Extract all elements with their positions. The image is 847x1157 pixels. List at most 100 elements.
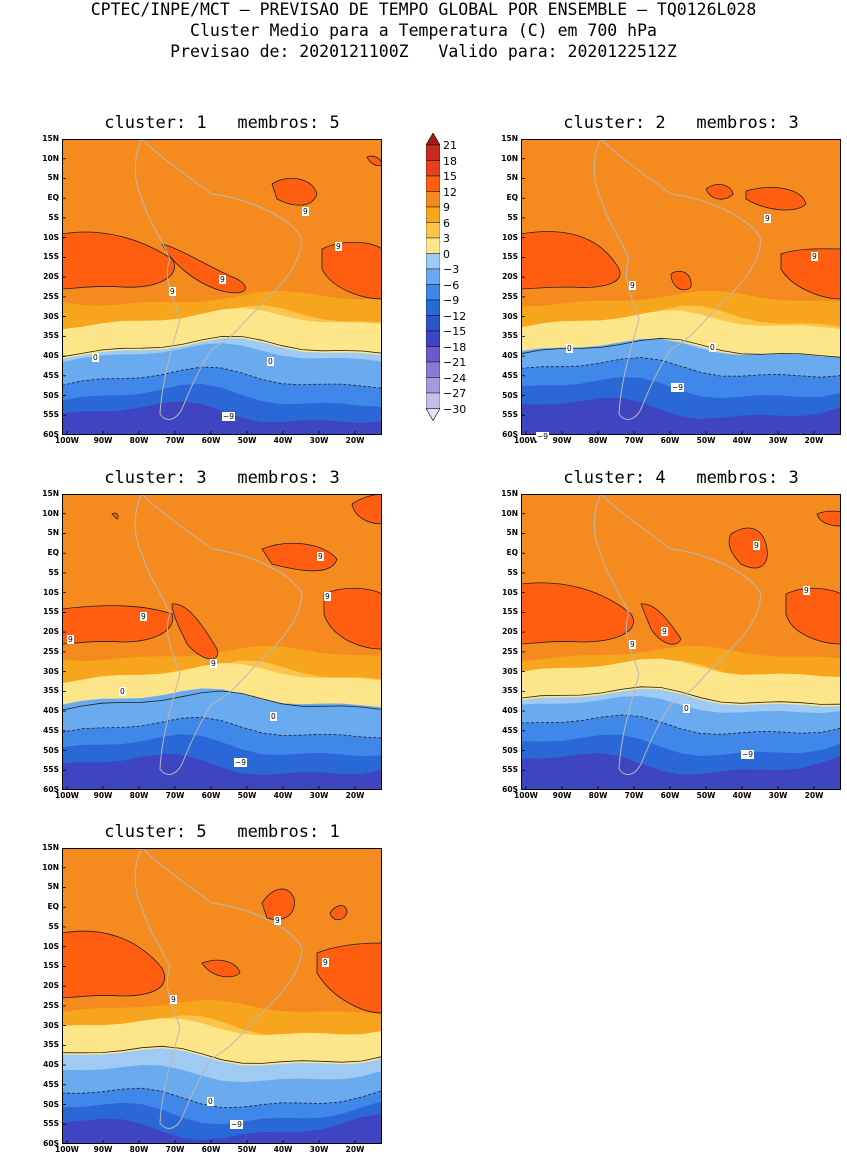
contour-label: −9 <box>230 1120 244 1129</box>
warm-region-1 <box>705 184 734 200</box>
map-frame <box>62 494 382 790</box>
contour-label: 9 <box>803 586 810 595</box>
lat-label: 25S <box>502 646 518 656</box>
lon-label: 40W <box>732 436 752 445</box>
colorbar-label: 12 <box>443 185 457 199</box>
contour-label: 9 <box>661 627 668 636</box>
lon-label: 40W <box>273 791 293 800</box>
contour-label: 0 <box>566 344 573 353</box>
contour-label: 9 <box>324 592 331 601</box>
colorbar-label: 3 <box>443 232 450 245</box>
lat-label: 40S <box>43 351 59 361</box>
lat-label: 10S <box>502 232 518 242</box>
colorbar-segment <box>425 268 441 285</box>
lat-label: 15S <box>43 607 59 617</box>
colorbar-label: −27 <box>443 387 467 400</box>
header-line-1: CPTEC/INPE/MCT — PREVISAO DE TEMPO GLOBA… <box>90 0 757 19</box>
contour-label: 0 <box>267 357 274 366</box>
lat-label: 15N <box>42 489 59 498</box>
band-neg15 <box>521 397 841 435</box>
lat-label: 45S <box>43 1079 59 1089</box>
lat-label: 30S <box>502 311 518 321</box>
colorbar-segment <box>425 361 441 378</box>
colorbar-segment <box>425 253 441 270</box>
colorbar-bottom-arrow <box>425 408 441 422</box>
colorbar-segment <box>425 299 441 316</box>
lat-label: 35S <box>43 1040 59 1050</box>
lat-label: 5S <box>48 921 59 931</box>
lat-label: 45S <box>43 370 59 380</box>
lon-label: 60W <box>660 436 680 445</box>
contour-label: 9 <box>302 207 309 216</box>
contour-0 <box>521 337 841 358</box>
contour-label: 9 <box>219 275 226 284</box>
lat-label: 40S <box>43 1060 59 1070</box>
colorbar-label: 15 <box>443 170 457 183</box>
lon-label: 30W <box>768 436 788 445</box>
colorbar-segment <box>425 222 441 239</box>
contour-label: 9 <box>335 242 342 251</box>
lat-label: 25S <box>43 1000 59 1010</box>
map-field <box>62 848 382 1144</box>
contour-label: −9 <box>222 412 236 421</box>
warm-region-0 <box>62 231 175 290</box>
contour-label: 0 <box>709 343 716 352</box>
contour-label: −9 <box>671 383 685 392</box>
contour-neg9 <box>62 716 382 739</box>
lat-label: 25S <box>43 291 59 301</box>
contour-label: 9 <box>210 659 217 668</box>
contour-label: 0 <box>270 712 277 721</box>
lat-label: 10S <box>502 587 518 597</box>
band-neg15 <box>62 753 382 790</box>
lon-label: 50W <box>696 436 716 445</box>
lat-label: 50S <box>502 745 518 755</box>
colorbar-segment <box>425 392 441 409</box>
lat-label: 35S <box>502 331 518 341</box>
contour-0 <box>62 335 382 358</box>
contour-label: 0 <box>119 687 126 696</box>
colorbar-segment <box>425 237 441 254</box>
colorbar-label: 21 <box>443 139 457 152</box>
lat-label: 15N <box>42 134 59 143</box>
contour-label: 9 <box>753 541 760 550</box>
band-neg15 <box>62 1114 382 1144</box>
lat-label: 30S <box>43 666 59 676</box>
colorbar <box>425 132 441 446</box>
contour-neg9 <box>62 1087 382 1109</box>
lat-label: 50S <box>43 745 59 755</box>
contour-label: 9 <box>322 958 329 967</box>
contour-label: 9 <box>67 635 74 644</box>
lat-label: 15N <box>501 489 518 498</box>
colorbar-label: −3 <box>443 263 460 276</box>
continent-outline <box>134 494 303 775</box>
colorbar-segment <box>425 315 441 332</box>
lat-label: 15S <box>502 607 518 617</box>
lat-label: EQ <box>47 548 60 558</box>
lon-label: 80W <box>588 791 608 800</box>
lon-label: 80W <box>129 436 149 445</box>
lat-label: EQ <box>506 193 519 203</box>
lat-label: 30S <box>43 311 59 321</box>
lon-label: 30W <box>309 1145 329 1154</box>
contour-label: −9 <box>234 758 248 767</box>
lon-label: 90W <box>552 436 572 445</box>
panel-title-2: cluster: 2 membros: 3 <box>563 113 799 133</box>
lat-label: EQ <box>47 193 60 203</box>
lat-label: 55S <box>43 765 59 775</box>
lat-label: 60S <box>43 430 59 439</box>
contour-neg9 <box>62 366 382 389</box>
band-neg15 <box>521 753 841 790</box>
contour-label: 9 <box>811 252 818 261</box>
lat-label: 60S <box>43 1139 59 1148</box>
map-frame <box>62 848 382 1144</box>
contour-neg9 <box>521 357 841 378</box>
lat-label: 60S <box>502 785 518 794</box>
warm-region-2 <box>728 527 768 569</box>
map-field <box>62 494 382 790</box>
lat-label: 5S <box>507 212 518 222</box>
lon-label: 60W <box>201 436 221 445</box>
lon-label: 40W <box>273 1145 293 1154</box>
lat-label: 10S <box>43 587 59 597</box>
lon-label: 90W <box>93 791 113 800</box>
map-panel-4: 15N 10N 5N EQ 5S 10S 15S 20S 25S 30S 35S 40S 45S 50S 5… <box>501 489 841 800</box>
